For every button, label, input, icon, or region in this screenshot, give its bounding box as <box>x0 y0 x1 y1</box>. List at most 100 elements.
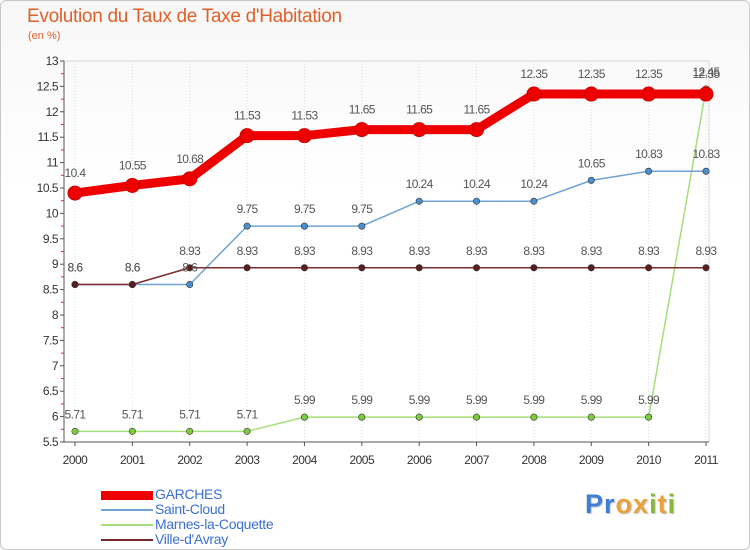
data-label: 12.35 <box>692 67 720 81</box>
legend-label: GARCHES <box>155 486 223 502</box>
data-point <box>469 122 485 138</box>
data-label: 8.93 <box>696 244 718 258</box>
data-point <box>239 128 255 144</box>
data-label: 9.75 <box>237 202 259 216</box>
series-line-ville-d-avray <box>74 267 707 286</box>
x-tick-label: 2011 <box>694 453 719 467</box>
data-label: 10.55 <box>119 158 147 172</box>
y-tick-label: 8.5 <box>43 283 59 297</box>
data-point <box>530 197 538 205</box>
series-line-saint-cloud <box>74 170 707 286</box>
data-label: 10.83 <box>692 147 720 161</box>
y-tick-label: 13 <box>46 54 59 68</box>
data-label: 11.53 <box>291 109 318 123</box>
data-point <box>182 171 198 187</box>
data-point <box>243 222 251 230</box>
y-tick-label: 10 <box>46 206 59 220</box>
data-label: 8.93 <box>638 244 660 258</box>
data-label: 10.24 <box>463 177 491 191</box>
data-label: 11.65 <box>406 103 433 117</box>
data-point <box>698 86 714 102</box>
series-line-marnes-la-coquette <box>74 88 707 433</box>
data-label: 12.35 <box>635 67 663 81</box>
grid <box>63 60 710 443</box>
data-point <box>128 281 136 289</box>
data-point <box>124 177 140 193</box>
data-label: 5.71 <box>179 407 201 421</box>
legend-swatch <box>101 539 153 541</box>
data-label: 5.99 <box>523 393 545 407</box>
data-point <box>186 264 194 272</box>
legend-label: Marnes-la-Coquette <box>155 516 274 532</box>
series-lines <box>67 85 714 435</box>
data-point <box>296 128 312 144</box>
y-tick-label: 11 <box>47 156 59 170</box>
data-point <box>587 413 595 421</box>
y-tick-label: 7 <box>52 359 59 373</box>
data-point <box>67 185 83 201</box>
y-tick-label: 6.5 <box>43 384 59 398</box>
data-label: 8.6 <box>125 261 141 275</box>
data-label: 5.99 <box>294 393 316 407</box>
x-tick-label: 2003 <box>235 453 261 467</box>
x-tick-label: 2009 <box>579 453 605 467</box>
x-tick-label: 2001 <box>120 453 146 467</box>
data-point <box>587 176 595 184</box>
data-label: 12.45 <box>692 65 720 79</box>
data-label: 12.35 <box>520 67 548 81</box>
data-point <box>358 264 366 272</box>
data-point <box>128 427 136 435</box>
data-point <box>300 413 308 421</box>
data-label: 5.99 <box>409 393 431 407</box>
y-tick-label: 11.5 <box>38 130 59 144</box>
x-tick-label: 2005 <box>349 453 375 467</box>
data-point <box>71 281 79 289</box>
series-line-garches <box>70 89 711 198</box>
x-tick-label: 2008 <box>522 453 548 467</box>
data-label: 8.93 <box>466 244 488 258</box>
data-point <box>415 413 423 421</box>
data-label: 8.6 <box>68 261 84 275</box>
logo-letter: P <box>585 489 605 519</box>
legend-swatch <box>101 490 153 500</box>
data-label: 5.99 <box>466 393 488 407</box>
y-tick-label: 12 <box>46 105 59 119</box>
data-label: 8.93 <box>523 244 545 258</box>
data-label: 8.6 <box>125 261 141 275</box>
data-label: 5.99 <box>638 393 660 407</box>
data-point <box>702 167 710 175</box>
data-point <box>641 86 657 102</box>
data-point <box>645 167 653 175</box>
data-label: 10.24 <box>406 177 434 191</box>
data-point <box>473 413 481 421</box>
legend-label: Saint-Cloud <box>155 501 225 517</box>
data-point <box>530 264 538 272</box>
data-point <box>473 197 481 205</box>
data-point <box>358 222 366 230</box>
data-point <box>411 122 427 138</box>
x-tick-label: 2002 <box>177 453 203 467</box>
data-point <box>354 122 370 138</box>
legend-swatch <box>101 509 153 511</box>
data-label: 8.93 <box>237 244 259 258</box>
data-point <box>526 86 542 102</box>
data-label: 8.6 <box>182 261 198 275</box>
data-point <box>358 413 366 421</box>
data-label: 9.75 <box>351 202 373 216</box>
data-label: 11.53 <box>234 109 261 123</box>
data-label: 8.93 <box>294 244 316 258</box>
legend-swatch <box>101 524 153 526</box>
data-label: 8.93 <box>179 244 201 258</box>
chart-unit-label: (en %) <box>28 30 61 42</box>
logo-letter: o <box>615 489 634 519</box>
logo-letter: x <box>633 489 650 519</box>
data-labels: 5.71 5.71 5.71 5.71 5.99 5.99 5.99 5.99 5.99 5.99… <box>65 65 722 421</box>
data-label: 8.93 <box>409 244 431 258</box>
y-tick-label: 9.5 <box>43 232 59 246</box>
x-tick-label: 2007 <box>464 453 490 467</box>
data-point <box>300 222 308 230</box>
data-point <box>645 413 653 421</box>
data-point <box>186 427 194 435</box>
data-point <box>243 427 251 435</box>
